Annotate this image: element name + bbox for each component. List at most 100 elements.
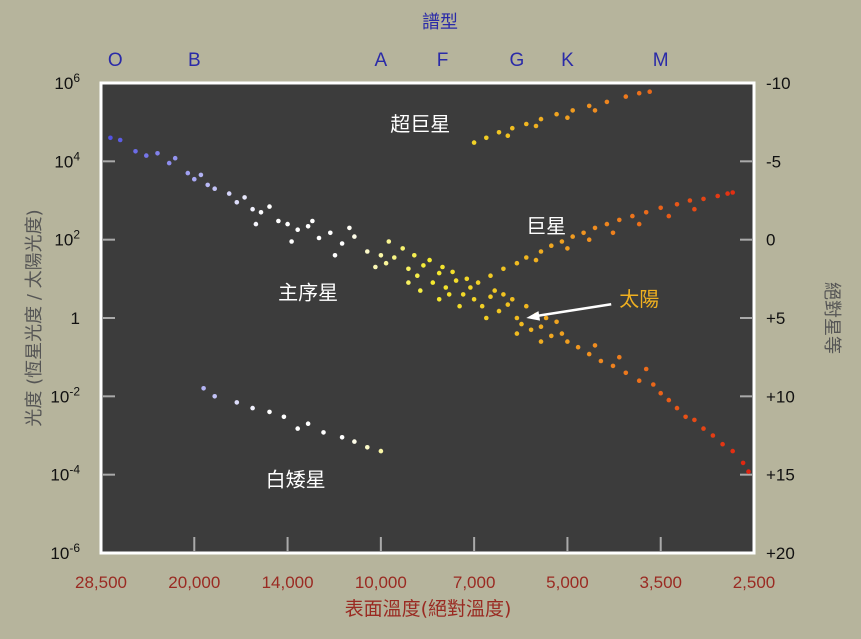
main-sequence-star: [666, 397, 672, 403]
x-tick-label: 7,000: [453, 573, 496, 592]
main-sequence-star: [528, 327, 534, 333]
main-sequence-star: [720, 441, 725, 447]
main-sequence-star: [155, 151, 160, 156]
main-sequence-star: [443, 285, 449, 290]
giants-star: [565, 246, 570, 251]
main-sequence-star: [339, 241, 345, 246]
supergiants-star: [586, 103, 592, 109]
main-sequence-star: [400, 246, 406, 251]
main-sequence-star: [598, 358, 604, 364]
main-sequence-star: [415, 273, 420, 279]
white-dwarfs-star: [378, 448, 384, 454]
sun-arrow-head-icon: [526, 311, 541, 321]
main-sequence-star: [373, 264, 378, 270]
main-sequence-star: [242, 195, 247, 200]
main-sequence-star: [436, 270, 442, 276]
supergiants-star: [570, 108, 575, 113]
y-tick-label: 10-4: [50, 463, 80, 485]
y2-tick-label: +15: [766, 466, 795, 485]
main-sequence-star: [450, 269, 455, 275]
main-sequence-star: [310, 218, 315, 224]
spectral-class-label: M: [653, 50, 669, 71]
main-sequence-star: [496, 308, 502, 314]
supergiants-star: [510, 125, 515, 131]
main-sequence-star: [453, 278, 459, 283]
main-sequence-star: [510, 297, 515, 302]
main-sequence-star: [258, 210, 264, 215]
supergiants-star: [647, 89, 652, 94]
main-sequence-star: [328, 230, 333, 236]
spectral-class-label: B: [188, 50, 201, 71]
main-sequence-star: [412, 253, 417, 258]
spectral-class-label: A: [375, 50, 388, 71]
main-sequence-star: [623, 370, 629, 376]
main-sequence-star: [505, 302, 511, 307]
main-sequence-star: [305, 224, 311, 229]
supergiants-star: [471, 140, 477, 145]
sun-arrow-line: [536, 302, 612, 318]
main-sequence-star: [267, 204, 272, 209]
main-sequence-star: [172, 155, 178, 161]
supergiants-star: [592, 108, 598, 113]
y2-tick-label: +20: [766, 544, 795, 563]
supergiants-star: [623, 94, 629, 99]
main-sequence-star: [289, 239, 294, 244]
main-sequence-star: [554, 319, 559, 325]
main-sequence-star: [347, 225, 352, 231]
supergiants-star: [604, 99, 610, 105]
main-sequence-star: [436, 297, 442, 302]
y2-tick-label: 0: [766, 231, 775, 250]
main-sequence-star: [185, 170, 191, 176]
white-dwarfs-star: [234, 400, 240, 405]
annotation-label: 白矮星: [266, 467, 326, 491]
main-sequence-star: [440, 264, 445, 270]
main-sequence-star: [524, 303, 529, 309]
y2-tick-label: -10: [766, 74, 791, 93]
giants-star: [570, 234, 575, 239]
main-sequence-star: [418, 288, 423, 293]
giants-star: [581, 230, 586, 236]
giants-star: [604, 221, 610, 227]
x-tick-label: 28,500: [75, 573, 127, 592]
giants-star: [559, 239, 565, 244]
giants-star: [692, 206, 697, 212]
supergiants-star: [533, 123, 539, 129]
white-dwarfs-star: [352, 439, 357, 444]
y-tick-label: 104: [54, 149, 80, 171]
annotation-label: 太陽: [619, 287, 659, 311]
y-tick-label: 102: [54, 228, 80, 250]
white-dwarfs-star: [201, 386, 206, 391]
main-sequence-star: [617, 354, 622, 360]
spectral-class-label: K: [561, 50, 574, 71]
giants-star: [715, 193, 720, 199]
main-sequence-star: [740, 460, 746, 466]
white-dwarfs-star: [212, 394, 217, 399]
white-dwarfs-star: [321, 430, 326, 435]
supergiants-star: [636, 90, 642, 96]
main-sequence-star: [392, 255, 397, 260]
main-sequence-star: [543, 315, 549, 321]
y2-tick-label: +10: [766, 387, 795, 406]
main-sequence-star: [446, 292, 452, 297]
main-sequence-star: [610, 363, 616, 369]
main-sequence-star: [253, 221, 259, 227]
annotation-label: 巨星: [526, 214, 566, 238]
main-sequence-star: [514, 331, 520, 336]
giants-star: [586, 237, 592, 242]
y-tick-label: 106: [54, 71, 80, 93]
main-sequence-star: [538, 324, 544, 330]
white-dwarfs-star: [267, 409, 272, 415]
y-tick-label: 10-2: [50, 384, 80, 406]
main-sequence-star: [166, 160, 172, 166]
main-sequence-star: [565, 339, 570, 344]
main-sequence-star: [746, 469, 751, 474]
y2-axis-title: 絕對星等: [821, 282, 842, 354]
main-sequence-star: [332, 253, 338, 258]
main-sequence-star: [475, 280, 481, 285]
supergiants-star: [565, 115, 570, 120]
main-sequence-star: [471, 297, 477, 302]
x-tick-label: 2,500: [733, 573, 776, 592]
giants-star: [488, 273, 493, 279]
main-sequence-star: [643, 366, 649, 372]
